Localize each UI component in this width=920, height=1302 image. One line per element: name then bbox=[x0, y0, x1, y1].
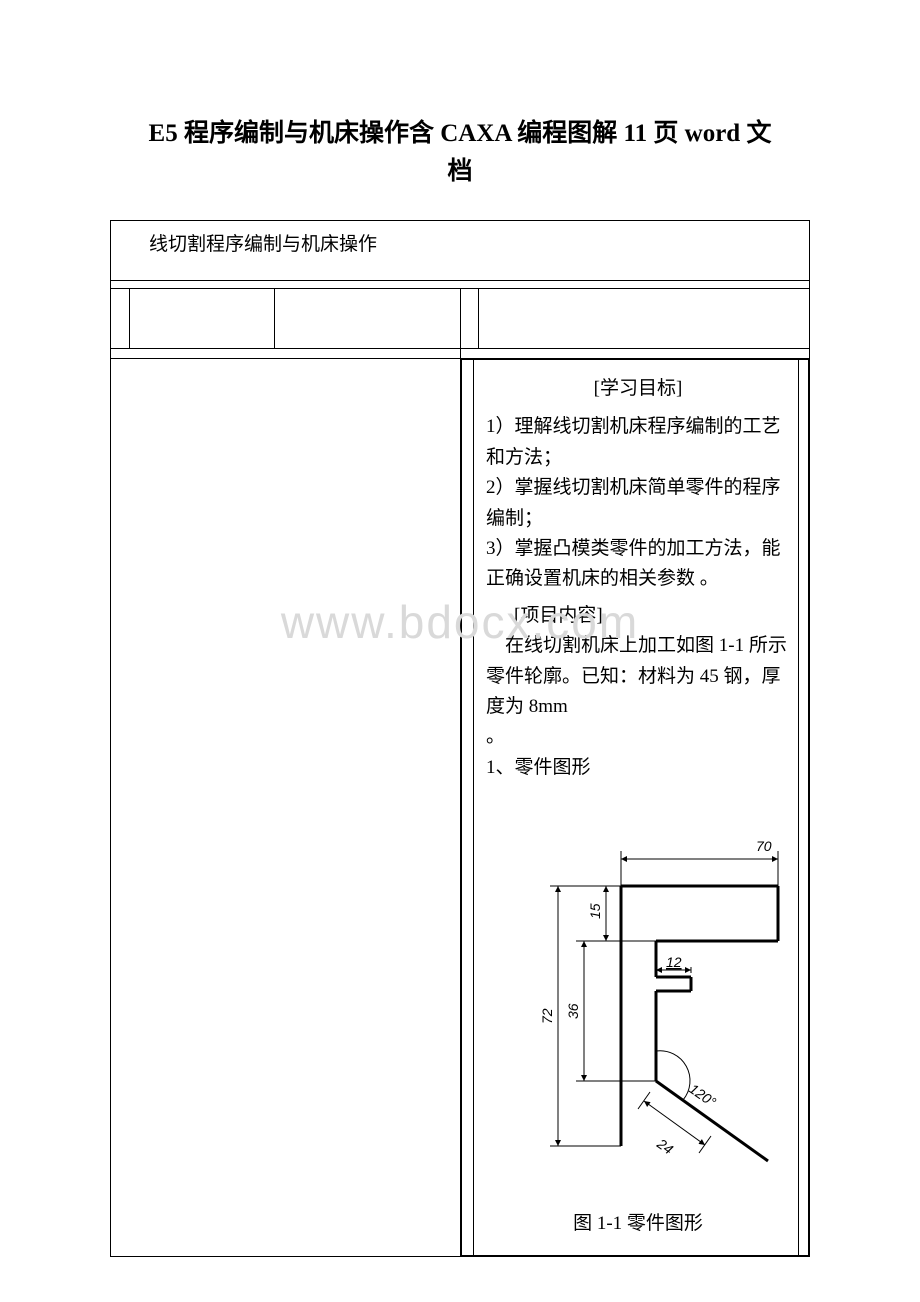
part-figure: 70 15 12 36 72 120° 24 图 1-1 零件图形 bbox=[486, 783, 790, 1245]
goal-1: 1）理解线切割机床程序编制的工艺和方法； bbox=[486, 412, 790, 473]
page-title: E5 程序编制与机床操作含 CAXA 编程图解 11 页 word 文 档 bbox=[0, 0, 920, 210]
table-header-cell: 线切割程序编制与机床操作 bbox=[111, 221, 810, 281]
project-text-1: 在线切割机床上加工如图 1-1 所示零件轮廓。已知：材料为 45 钢，厚度为 8… bbox=[486, 631, 790, 722]
project-text-2: 。 bbox=[486, 722, 790, 752]
main-table: 线切割程序编制与机床操作 [学习目标] 1）理解线切割机床程序编制的工艺和方法；… bbox=[110, 220, 810, 1257]
goal-2: 2）掌握线切割机床简单零件的程序编制； bbox=[486, 473, 790, 534]
table-row: 线切割程序编制与机床操作 bbox=[111, 221, 810, 281]
part-drawing-svg: 70 15 12 36 72 120° 24 bbox=[488, 791, 788, 1201]
project-label: [项目内容] bbox=[486, 601, 790, 631]
dim-24: 24 bbox=[653, 1135, 676, 1158]
title-line-2: 档 bbox=[447, 158, 472, 185]
title-line-1: E5 程序编制与机床操作含 CAXA 编程图解 11 页 word 文 bbox=[149, 120, 772, 147]
learning-goals-label: [学习目标] bbox=[486, 370, 790, 412]
table-header-text: 线切割程序编制与机床操作 bbox=[149, 234, 377, 255]
dim-15: 15 bbox=[587, 903, 603, 919]
dim-36: 36 bbox=[565, 1003, 581, 1019]
table-row bbox=[111, 281, 810, 289]
part-label: 1、零件图形 bbox=[486, 753, 790, 783]
table-row bbox=[111, 349, 810, 359]
dim-72: 72 bbox=[539, 1008, 555, 1024]
figure-caption: 图 1-1 零件图形 bbox=[486, 1201, 790, 1245]
dim-12: 12 bbox=[666, 954, 682, 970]
content-block: [学习目标] 1）理解线切割机床程序编制的工艺和方法； 2）掌握线切割机床简单零… bbox=[474, 360, 798, 1255]
table-row: [学习目标] 1）理解线切割机床程序编制的工艺和方法； 2）掌握线切割机床简单零… bbox=[111, 359, 810, 1257]
goal-3: 3）掌握凸模类零件的加工方法，能正确设置机床的相关参数 。 bbox=[486, 534, 790, 595]
table-row bbox=[111, 289, 810, 349]
dim-70: 70 bbox=[756, 838, 772, 854]
